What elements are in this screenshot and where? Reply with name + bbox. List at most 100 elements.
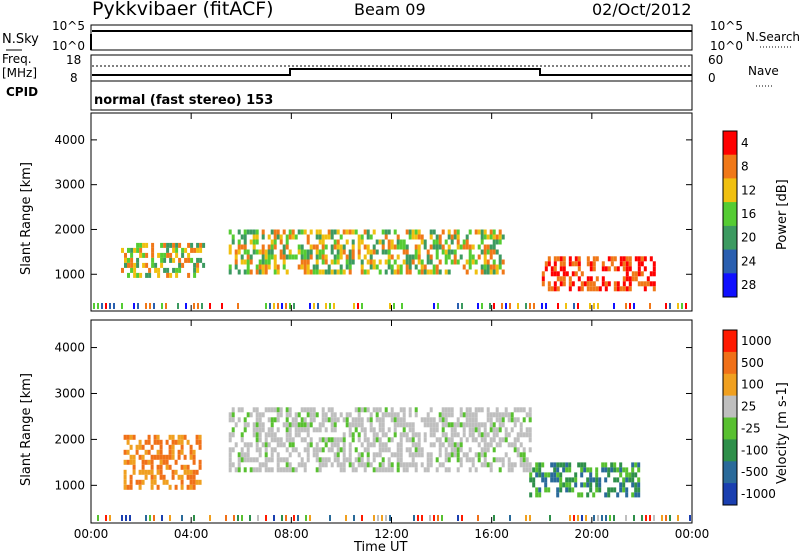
heatmap-cell bbox=[309, 249, 313, 255]
heatmap-cell bbox=[142, 252, 146, 258]
heatmap-cell bbox=[637, 271, 641, 277]
heatmap-cell bbox=[411, 452, 415, 458]
heatmap-cell bbox=[459, 407, 463, 413]
heatmap-cell bbox=[171, 444, 175, 450]
heatmap-cell bbox=[517, 303, 519, 309]
heatmap-cell bbox=[202, 262, 206, 268]
heatmap-cell bbox=[309, 254, 313, 260]
heatmap-cell bbox=[465, 437, 469, 443]
heatmap-cell bbox=[453, 234, 457, 240]
heatmap-cell bbox=[240, 407, 244, 413]
heatmap-cell bbox=[321, 254, 325, 260]
heatmap-cell bbox=[342, 457, 346, 463]
heatmap-cell bbox=[423, 432, 427, 438]
heatmap-cell bbox=[459, 457, 463, 463]
heatmap-cell bbox=[357, 244, 361, 250]
heatmap-cell bbox=[420, 417, 424, 423]
heatmap-cell bbox=[315, 447, 319, 453]
heatmap-cell bbox=[193, 247, 197, 253]
heatmap-cell bbox=[145, 262, 149, 268]
heatmap-cell bbox=[381, 432, 385, 438]
heatmap-cell bbox=[589, 276, 593, 282]
heatmap-cell bbox=[345, 457, 349, 463]
heatmap-cell bbox=[162, 479, 166, 485]
heatmap-cell bbox=[357, 239, 361, 245]
heatmap-cell bbox=[109, 515, 111, 521]
heatmap-cell bbox=[384, 447, 388, 453]
heatmap-cell bbox=[516, 437, 520, 443]
heatmap-cell bbox=[637, 467, 641, 473]
heatmap-cell bbox=[276, 442, 280, 448]
heatmap-cell bbox=[669, 515, 671, 521]
heatmap-cell bbox=[408, 412, 412, 418]
heatmap-cell bbox=[277, 303, 279, 309]
heatmap-cell bbox=[327, 457, 331, 463]
heatmap-cell bbox=[438, 447, 442, 453]
heatmap-cell bbox=[243, 239, 247, 245]
heatmap-cell bbox=[528, 412, 532, 418]
heatmap-cell bbox=[336, 417, 340, 423]
heatmap-cell bbox=[613, 487, 617, 493]
heatmap-cell bbox=[136, 247, 140, 253]
heatmap-cell bbox=[498, 437, 502, 443]
heatmap-cell bbox=[184, 257, 188, 263]
heatmap-cell bbox=[270, 452, 274, 458]
heatmap-cell bbox=[300, 249, 304, 255]
heatmap-cell bbox=[267, 259, 271, 265]
heatmap-cell bbox=[237, 303, 239, 309]
heatmap-cell bbox=[187, 242, 191, 248]
heatmap-cell bbox=[541, 271, 545, 277]
heatmap-cell bbox=[297, 462, 301, 468]
colorbar-segment bbox=[723, 483, 737, 506]
heatmap-cell bbox=[643, 266, 647, 272]
heatmap-cell bbox=[172, 242, 176, 248]
heatmap-cell bbox=[171, 439, 175, 445]
heatmap-cell bbox=[240, 234, 244, 240]
heatmap-cell bbox=[300, 457, 304, 463]
heatmap-cell bbox=[438, 442, 442, 448]
heatmap-cell bbox=[267, 249, 271, 255]
heatmap-cell bbox=[399, 447, 403, 453]
heatmap-cell bbox=[631, 276, 635, 282]
heatmap-cell bbox=[387, 259, 391, 265]
heatmap-cell bbox=[507, 442, 511, 448]
heatmap-cell bbox=[300, 422, 304, 428]
heatmap-cell bbox=[378, 437, 382, 443]
heatmap-cell bbox=[586, 281, 590, 287]
heatmap-cell bbox=[378, 452, 382, 458]
heatmap-cell bbox=[282, 422, 286, 428]
heatmap-cell bbox=[246, 264, 250, 270]
heatmap-cell bbox=[294, 417, 298, 423]
heatmap-cell bbox=[192, 479, 196, 485]
heatmap-cell bbox=[405, 249, 409, 255]
heatmap-cell bbox=[180, 449, 184, 455]
heatmap-cell bbox=[375, 417, 379, 423]
heatmap-cell bbox=[189, 454, 193, 460]
heatmap-cell bbox=[426, 412, 430, 418]
heatmap-cell bbox=[303, 447, 307, 453]
heatmap-cell bbox=[255, 239, 259, 245]
heatmap-cell bbox=[257, 515, 259, 521]
heatmap-cell bbox=[258, 417, 262, 423]
heatmap-cell bbox=[255, 234, 259, 240]
heatmap-cell bbox=[504, 437, 508, 443]
heatmap-cell bbox=[291, 229, 295, 235]
colorbar-tick-label: 1000 bbox=[741, 334, 772, 348]
heatmap-cell bbox=[450, 412, 454, 418]
heatmap-cell bbox=[159, 459, 163, 465]
heatmap-cell bbox=[522, 467, 526, 473]
heatmap-cell bbox=[360, 422, 364, 428]
heatmap-cell bbox=[148, 267, 152, 273]
heatmap-cell bbox=[357, 407, 361, 413]
heatmap-cell bbox=[324, 457, 328, 463]
heatmap-cell bbox=[187, 252, 191, 258]
heatmap-cell bbox=[186, 484, 190, 490]
heatmap-cell bbox=[399, 407, 403, 413]
heatmap-cell bbox=[429, 452, 433, 458]
heatmap-cell bbox=[661, 515, 663, 521]
heatmap-cell bbox=[291, 437, 295, 443]
heatmap-cell bbox=[166, 267, 170, 273]
heatmap-cell bbox=[649, 303, 651, 309]
heatmap-cell bbox=[492, 457, 496, 463]
heatmap-cell bbox=[360, 462, 364, 468]
